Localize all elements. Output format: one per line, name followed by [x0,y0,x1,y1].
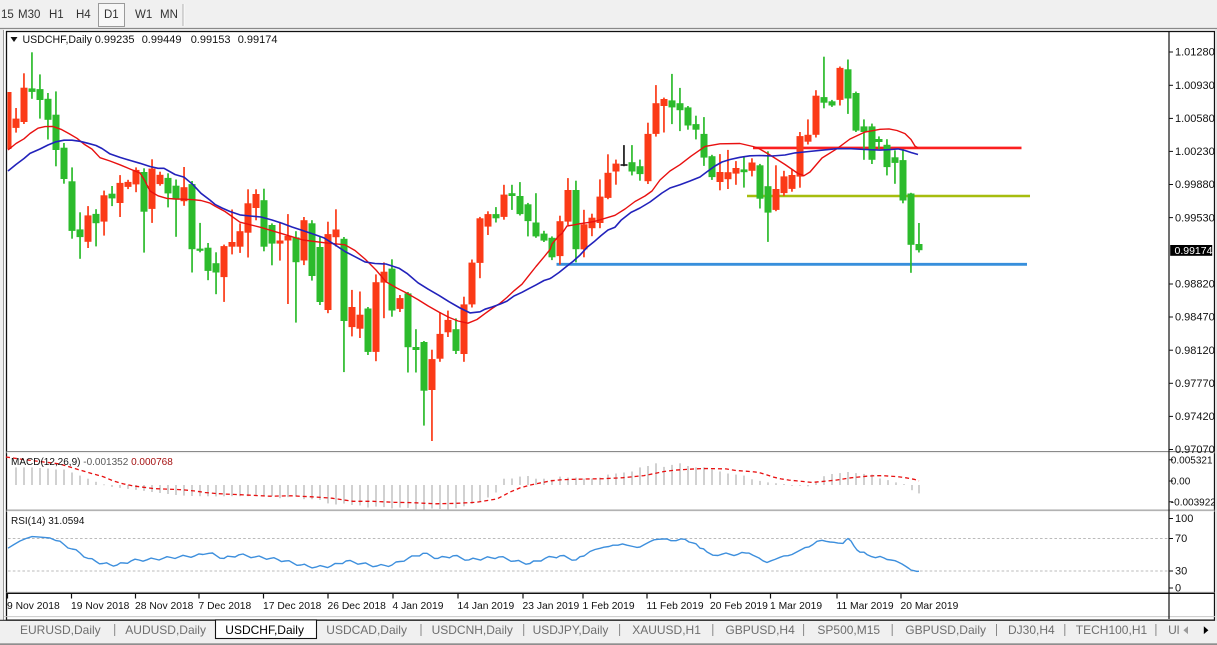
svg-text:MACD(12,26,9) -0.001352 0.0007: MACD(12,26,9) -0.001352 0.000768 [11,457,173,468]
svg-text:0.97070: 0.97070 [1175,444,1215,456]
svg-text:H1: H1 [49,9,64,21]
svg-text:0.98820: 0.98820 [1175,279,1215,291]
svg-text:1.00930: 1.00930 [1175,80,1215,92]
svg-text:0.99449: 0.99449 [142,34,182,46]
svg-text:11 Mar 2019: 11 Mar 2019 [837,601,894,612]
svg-text:0.99174: 0.99174 [1175,245,1213,257]
svg-text:Ul: Ul [1168,623,1179,637]
svg-text:15: 15 [1,9,14,21]
svg-text:1.00230: 1.00230 [1175,146,1215,158]
svg-text:30: 30 [1175,566,1187,578]
svg-text:0.97770: 0.97770 [1175,378,1215,390]
svg-text:0.98470: 0.98470 [1175,312,1215,324]
svg-text:100: 100 [1175,513,1193,525]
svg-text:26 Dec 2018: 26 Dec 2018 [328,601,387,612]
svg-text:0.99235: 0.99235 [95,34,135,46]
svg-text:11 Feb 2019: 11 Feb 2019 [647,601,704,612]
svg-text:0.99880: 0.99880 [1175,179,1215,191]
svg-text:0.99174: 0.99174 [238,34,278,46]
svg-text:1 Mar 2019: 1 Mar 2019 [770,601,822,612]
svg-text:0.97420: 0.97420 [1175,411,1215,423]
svg-text:TECH100,H1: TECH100,H1 [1076,623,1148,637]
svg-text:USDJPY,Daily: USDJPY,Daily [533,623,609,637]
svg-text:SP500,M15: SP500,M15 [817,623,880,637]
svg-text:MN: MN [160,9,178,21]
svg-text:14 Jan 2019: 14 Jan 2019 [458,601,515,612]
svg-text:GBPUSD,Daily: GBPUSD,Daily [905,623,986,637]
svg-text:0.98120: 0.98120 [1175,345,1215,357]
svg-text:D1: D1 [104,9,119,21]
svg-text:USDCNH,Daily: USDCNH,Daily [432,623,513,637]
svg-text:AUDUSD,Daily: AUDUSD,Daily [125,623,206,637]
svg-text:H4: H4 [76,9,91,21]
svg-text:USDCHF,Daily: USDCHF,Daily [23,34,93,46]
svg-text:USDCAD,Daily: USDCAD,Daily [326,623,407,637]
svg-text:0.99153: 0.99153 [191,34,231,46]
svg-text:W1: W1 [135,9,152,21]
svg-text:1.01280: 1.01280 [1175,47,1215,59]
svg-text:19 Nov 2018: 19 Nov 2018 [71,601,130,612]
svg-text:1.00580: 1.00580 [1175,113,1215,125]
svg-text:-0.003922: -0.003922 [1171,497,1216,508]
svg-text:23 Jan 2019: 23 Jan 2019 [523,601,580,612]
svg-text:7 Dec 2018: 7 Dec 2018 [199,601,252,612]
svg-text:0.99530: 0.99530 [1175,212,1215,224]
svg-text:20 Feb 2019: 20 Feb 2019 [710,601,768,612]
svg-text:70: 70 [1175,533,1187,545]
svg-text:EURUSD,Daily: EURUSD,Daily [20,623,101,637]
svg-text:DJ30,H4: DJ30,H4 [1008,623,1055,637]
svg-text:1 Feb 2019: 1 Feb 2019 [583,601,635,612]
svg-text:4 Jan 2019: 4 Jan 2019 [393,601,444,612]
svg-text:XAUUSD,H1: XAUUSD,H1 [632,623,701,637]
svg-text:USDCHF,Daily: USDCHF,Daily [225,623,304,637]
svg-text:9 Nov 2018: 9 Nov 2018 [7,601,60,612]
svg-text:0.005321: 0.005321 [1171,455,1213,466]
svg-text:M30: M30 [18,9,40,21]
svg-text:17 Dec 2018: 17 Dec 2018 [263,601,322,612]
svg-text:20 Mar 2019: 20 Mar 2019 [901,601,959,612]
svg-text:28 Nov 2018: 28 Nov 2018 [135,601,194,612]
svg-text:0: 0 [1175,583,1181,595]
svg-text:RSI(14) 31.0594: RSI(14) 31.0594 [11,516,85,527]
svg-text:GBPUSD,H4: GBPUSD,H4 [725,623,795,637]
svg-text:0.00: 0.00 [1171,477,1191,488]
